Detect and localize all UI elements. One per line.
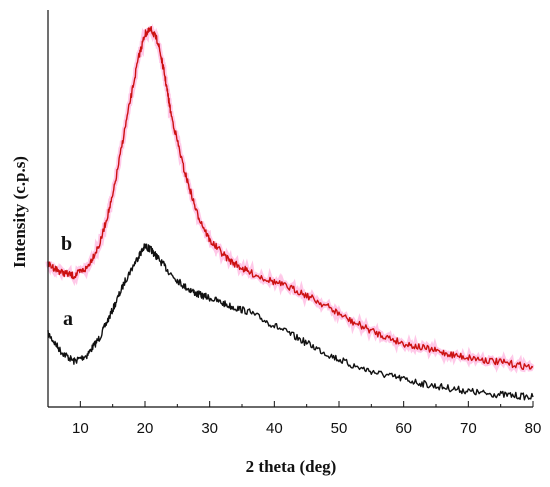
x-tick-label-80: 80: [525, 420, 542, 437]
labels-layer: 2 theta (deg) Intensity (c.p.s) b a: [10, 156, 336, 476]
series-b-line: [47, 26, 534, 370]
x-tick-label-50: 50: [331, 420, 348, 437]
series-layer: [45, 23, 535, 401]
y-axis-title: Intensity (c.p.s): [10, 156, 29, 268]
x-tick-label-60: 60: [395, 420, 412, 437]
axes-layer: 10 20 30 40 50 60 70 80: [47, 10, 542, 437]
x-tick-label-30: 30: [201, 420, 218, 437]
x-tick-label-40: 40: [266, 420, 283, 437]
x-axis-title: 2 theta (deg): [246, 457, 337, 476]
series-label-a: a: [63, 308, 73, 330]
series-label-b: b: [61, 233, 72, 255]
series-a-line: [47, 243, 534, 401]
x-tick-label-20: 20: [137, 420, 154, 437]
series-b-glow: [45, 23, 535, 374]
x-tick-label-10: 10: [72, 420, 89, 437]
x-tick-label-70: 70: [460, 420, 477, 437]
